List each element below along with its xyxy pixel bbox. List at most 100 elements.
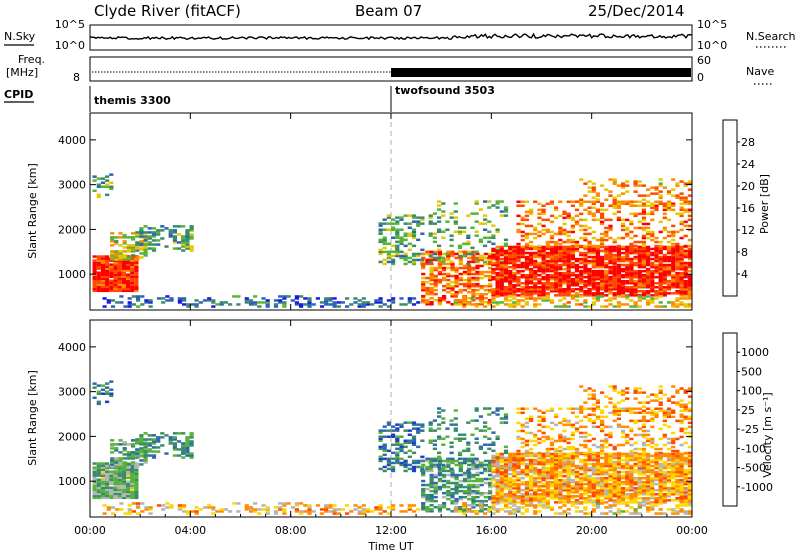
power-cell	[608, 277, 613, 281]
velocity-cell	[429, 469, 434, 473]
y-tick-label: 1000	[58, 268, 86, 281]
velocity-cell	[574, 451, 580, 455]
velocity-cell	[516, 411, 521, 414]
power-cell	[562, 267, 567, 271]
velocity-cell	[600, 415, 605, 419]
power-cell	[600, 240, 605, 244]
velocity-cell	[442, 495, 447, 499]
power-cell	[411, 230, 417, 233]
velocity-cell	[286, 502, 291, 505]
velocity-cell	[591, 495, 596, 498]
power-cell	[620, 236, 626, 240]
power-cell	[537, 249, 542, 253]
velocity-cell	[474, 441, 479, 444]
velocity-cell	[499, 484, 504, 488]
power-cell	[654, 255, 659, 259]
power-cell	[562, 247, 567, 251]
power-cell	[483, 256, 488, 260]
velocity-cell	[629, 482, 634, 486]
velocity-cell	[378, 504, 383, 507]
velocity-cell	[177, 432, 182, 435]
velocity-cell	[637, 497, 642, 500]
power-cell	[654, 257, 659, 261]
velocity-cell	[386, 459, 391, 463]
power-cell	[687, 284, 692, 287]
velocity-cell	[495, 495, 500, 498]
power-cell	[446, 266, 451, 270]
power-cell	[687, 251, 692, 255]
power-cell	[151, 247, 157, 250]
power-cell	[508, 257, 513, 261]
power-cell	[257, 301, 262, 304]
velocity-cell	[151, 442, 157, 445]
velocity-cell	[516, 466, 521, 470]
velocity-cell	[113, 492, 118, 496]
power-cell	[608, 247, 613, 251]
power-cell	[679, 259, 684, 263]
power-cell	[554, 253, 559, 257]
velocity-cell	[533, 499, 538, 502]
power-cell	[100, 287, 106, 291]
power-cell	[105, 259, 110, 262]
power-cell	[675, 275, 680, 279]
power-cell	[462, 284, 468, 288]
power-cell	[512, 267, 517, 271]
power-cell	[508, 245, 513, 249]
velocity-cell	[549, 472, 555, 476]
power-cell	[508, 282, 513, 285]
velocity-cell	[612, 499, 617, 502]
power-cell	[650, 286, 655, 289]
power-cell	[533, 261, 538, 265]
power-cell	[583, 280, 588, 283]
power-cell	[407, 214, 412, 217]
power-cell	[454, 274, 459, 278]
power-cell	[687, 265, 692, 269]
velocity-cell	[495, 409, 500, 412]
velocity-cell	[658, 480, 663, 484]
velocity-cell	[549, 454, 555, 458]
velocity-cell	[127, 508, 132, 511]
velocity-cell	[457, 439, 463, 442]
velocity-cell	[671, 456, 676, 460]
velocity-cell	[633, 407, 638, 410]
power-cell	[421, 256, 426, 260]
velocity-cell	[516, 437, 521, 441]
power-cell	[102, 297, 107, 300]
velocity-cell	[520, 458, 525, 462]
power-cell	[591, 294, 596, 297]
velocity-cell	[654, 476, 659, 480]
velocity-cell	[105, 484, 110, 487]
power-cell	[442, 258, 447, 262]
velocity-cell	[604, 470, 609, 474]
power-cell	[537, 216, 542, 220]
velocity-cell	[395, 447, 400, 451]
power-cell	[479, 264, 484, 268]
velocity-cell	[121, 488, 126, 491]
velocity-cell	[189, 432, 194, 435]
power-cell	[219, 303, 224, 306]
power-cell	[574, 244, 580, 248]
power-cell	[361, 305, 366, 308]
power-cell	[587, 255, 592, 259]
power-cell	[148, 301, 153, 304]
power-cell	[566, 247, 571, 251]
power-cell	[278, 299, 283, 302]
velocity-cell	[156, 438, 161, 441]
velocity-cell	[516, 462, 521, 466]
velocity-cell	[503, 466, 509, 470]
velocity-cell	[140, 510, 145, 513]
power-cell	[143, 246, 148, 249]
power-cell	[134, 273, 139, 276]
velocity-cell	[273, 506, 279, 509]
velocity-cell	[307, 504, 312, 507]
velocity-cell	[512, 487, 517, 490]
power-cell	[113, 287, 118, 291]
power-cell	[136, 305, 141, 308]
power-cell	[679, 273, 684, 277]
power-cell	[533, 292, 538, 295]
velocity-cell	[411, 441, 417, 444]
velocity-cell	[479, 491, 484, 495]
velocity-cell	[483, 467, 488, 471]
power-cell	[143, 252, 148, 255]
velocity-cell	[625, 482, 630, 486]
